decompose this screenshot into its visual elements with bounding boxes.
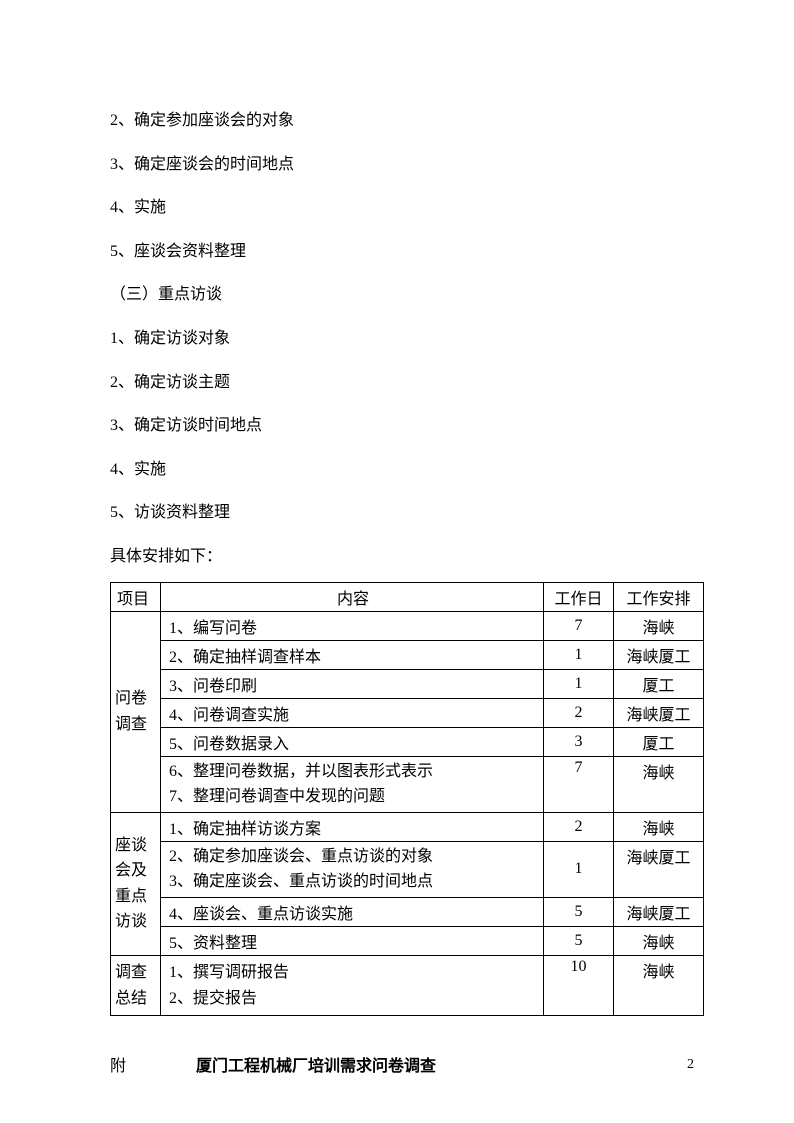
arrange-cell: 海峡厦工 xyxy=(614,640,704,669)
arrange-cell: 海峡厦工 xyxy=(614,698,704,727)
content-line: 1、撰写调研报告 xyxy=(169,960,537,986)
content-line: 2、确定参加座谈会、重点访谈的对象 xyxy=(169,844,537,870)
table-row: 问卷调查 1、编写问卷 7 海峡 xyxy=(111,611,704,640)
arrange-cell: 厦工 xyxy=(614,727,704,756)
content-cell: 1、确定抽样访谈方案 xyxy=(161,812,544,841)
paragraph-item: 5、访谈资料整理 xyxy=(110,492,704,534)
table-row: 6、整理问卷数据，并以图表形式表示 7、整理问卷调查中发现的问题 7 海峡 xyxy=(111,756,704,812)
arrange-cell: 海峡 xyxy=(614,926,704,955)
paragraph-item: （三）重点访谈 xyxy=(110,274,704,316)
content-line: 2、提交报告 xyxy=(169,986,537,1012)
days-cell: 1 xyxy=(544,640,614,669)
content-cell: 4、问卷调查实施 xyxy=(161,698,544,727)
header-content: 内容 xyxy=(161,582,544,611)
arrange-cell: 海峡 xyxy=(614,756,704,812)
arrange-cell: 厦工 xyxy=(614,669,704,698)
content-line: 3、确定座谈会、重点访谈的时间地点 xyxy=(169,869,537,895)
header-days: 工作日 xyxy=(544,582,614,611)
appendix-label: 附 xyxy=(110,1052,126,1076)
content-cell: 5、问卷数据录入 xyxy=(161,727,544,756)
schedule-table-container: 项目 内容 工作日 工作安排 问卷调查 1、编写问卷 7 海峡 2、确定抽样调查… xyxy=(110,582,704,1017)
content-cell: 1、编写问卷 xyxy=(161,611,544,640)
schedule-table: 项目 内容 工作日 工作安排 问卷调查 1、编写问卷 7 海峡 2、确定抽样调查… xyxy=(110,582,704,1017)
table-row: 3、问卷印刷 1 厦工 xyxy=(111,669,704,698)
table-row: 4、座谈会、重点访谈实施 5 海峡厦工 xyxy=(111,897,704,926)
content-line: 7、整理问卷调查中发现的问题 xyxy=(169,784,537,810)
days-cell: 7 xyxy=(544,611,614,640)
days-cell: 7 xyxy=(544,756,614,812)
project-cell: 调查总结 xyxy=(111,955,161,1015)
content-cell: 2、确定抽样调查样本 xyxy=(161,640,544,669)
paragraph-item: 4、实施 xyxy=(110,187,704,229)
table-header-row: 项目 内容 工作日 工作安排 xyxy=(111,582,704,611)
table-row: 调查总结 1、撰写调研报告 2、提交报告 10 海峡 xyxy=(111,955,704,1015)
paragraph-item: 4、实施 xyxy=(110,449,704,491)
paragraph-item: 5、座谈会资料整理 xyxy=(110,231,704,273)
days-cell: 5 xyxy=(544,897,614,926)
project-cell: 问卷调查 xyxy=(111,611,161,812)
days-cell: 1 xyxy=(544,841,614,897)
days-cell: 10 xyxy=(544,955,614,1015)
appendix-row: 附 厦门工程机械厂培训需求问卷调查 xyxy=(110,1052,704,1076)
days-cell: 1 xyxy=(544,669,614,698)
table-row: 2、确定参加座谈会、重点访谈的对象 3、确定座谈会、重点访谈的时间地点 1 海峡… xyxy=(111,841,704,897)
arrange-cell: 海峡 xyxy=(614,812,704,841)
paragraph-list: 2、确定参加座谈会的对象 3、确定座谈会的时间地点 4、实施 5、座谈会资料整理… xyxy=(110,100,704,578)
arrange-cell: 海峡厦工 xyxy=(614,897,704,926)
header-arrange: 工作安排 xyxy=(614,582,704,611)
content-line: 6、整理问卷数据，并以图表形式表示 xyxy=(169,759,537,785)
paragraph-item: 2、确定参加座谈会的对象 xyxy=(110,100,704,142)
paragraph-item: 2、确定访谈主题 xyxy=(110,362,704,404)
days-cell: 2 xyxy=(544,698,614,727)
table-row: 4、问卷调查实施 2 海峡厦工 xyxy=(111,698,704,727)
table-row: 5、问卷数据录入 3 厦工 xyxy=(111,727,704,756)
paragraph-item: 3、确定访谈时间地点 xyxy=(110,405,704,447)
days-cell: 2 xyxy=(544,812,614,841)
table-row: 座谈会及重点访谈 1、确定抽样访谈方案 2 海峡 xyxy=(111,812,704,841)
paragraph-item: 3、确定座谈会的时间地点 xyxy=(110,144,704,186)
content-cell: 3、问卷印刷 xyxy=(161,669,544,698)
appendix-title: 厦门工程机械厂培训需求问卷调查 xyxy=(196,1052,436,1076)
page-number: 2 xyxy=(687,1057,694,1073)
project-cell: 座谈会及重点访谈 xyxy=(111,812,161,955)
table-row: 5、资料整理 5 海峡 xyxy=(111,926,704,955)
content-cell: 6、整理问卷数据，并以图表形式表示 7、整理问卷调查中发现的问题 xyxy=(161,756,544,812)
content-cell: 4、座谈会、重点访谈实施 xyxy=(161,897,544,926)
content-cell: 5、资料整理 xyxy=(161,926,544,955)
days-cell: 5 xyxy=(544,926,614,955)
content-cell: 2、确定参加座谈会、重点访谈的对象 3、确定座谈会、重点访谈的时间地点 xyxy=(161,841,544,897)
header-project: 项目 xyxy=(111,582,161,611)
arrange-cell: 海峡厦工 xyxy=(614,841,704,897)
paragraph-item: 1、确定访谈对象 xyxy=(110,318,704,360)
arrange-cell: 海峡 xyxy=(614,955,704,1015)
paragraph-item: 具体安排如下： xyxy=(110,536,704,578)
content-cell: 1、撰写调研报告 2、提交报告 xyxy=(161,955,544,1015)
table-row: 2、确定抽样调查样本 1 海峡厦工 xyxy=(111,640,704,669)
days-cell: 3 xyxy=(544,727,614,756)
arrange-cell: 海峡 xyxy=(614,611,704,640)
